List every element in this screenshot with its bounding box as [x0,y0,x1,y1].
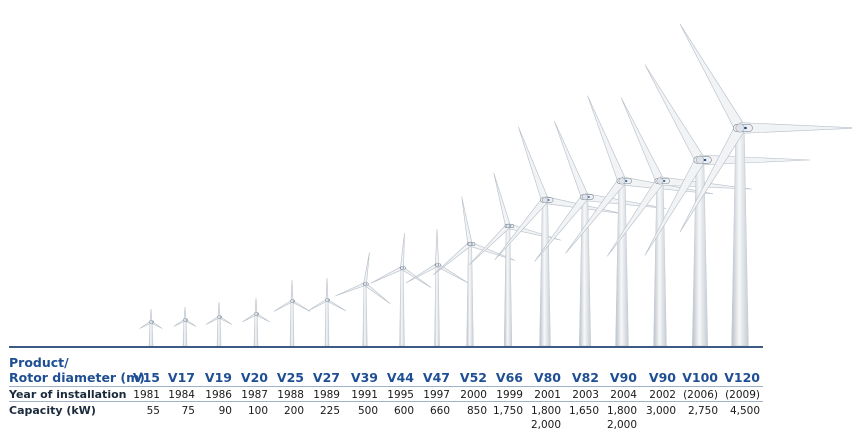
turbine-v52 [433,196,516,347]
turbine-v90 [606,97,752,347]
year-row-label: Year of installation [9,388,127,401]
year-cell: (2006) [683,389,718,401]
capacity-cell: 600 [393,405,414,417]
model-v20: V20 [240,370,268,385]
model-v80: V80 [533,370,561,385]
year-cell: (2009) [725,389,760,401]
year-cell: 1987 [241,389,268,401]
capacity-cell: 2,750 [687,405,718,417]
model-v27: V27 [312,370,340,385]
model-v52: V52 [459,370,487,385]
model-v25: V25 [276,370,304,385]
year-cell: 2002 [649,389,676,401]
year-cell: 2000 [460,389,487,401]
product-label: Product/ [9,355,69,370]
capacity-cell: 55 [146,405,160,417]
turbine-v15 [139,308,163,347]
model-v17: V17 [167,370,195,385]
turbine-v44 [370,233,432,347]
capacity-cell: 1,750 [492,405,523,417]
capacity-cell: 1,800 [606,405,637,417]
capacity-cell: 200 [283,405,304,417]
model-v66: V66 [495,370,523,385]
capacity-cell: 225 [319,405,340,417]
capacity-cell: 660 [429,405,450,417]
turbine-v120 [679,23,852,347]
model-v90: V90 [648,370,676,385]
turbine-v25 [273,279,311,347]
year-cell: 1981 [133,389,160,401]
model-v47: V47 [422,370,450,385]
capacity-cell: 500 [357,405,378,417]
year-cell: 2003 [572,389,599,401]
model-v15: V15 [132,370,160,385]
year-cell: 1999 [496,389,523,401]
rotor-diameter-label: Rotor diameter (m) [9,370,145,385]
year-cell: 1991 [351,389,378,401]
model-v82: V82 [571,370,599,385]
year-cell: 1988 [277,389,304,401]
model-v90: V90 [609,370,637,385]
capacity-cell: 1,800 [530,405,561,417]
capacity-cell: 1,650 [568,405,599,417]
capacity-row-label: Capacity (kW) [9,404,96,417]
capacity-cell: 3,000 [645,405,676,417]
capacity-cell: 850 [466,405,487,417]
capacity-cell: 75 [181,405,195,417]
model-v100: V100 [682,370,718,385]
model-v39: V39 [350,370,378,385]
capacity-cell: 4,500 [729,405,760,417]
model-v120: V120 [724,370,760,385]
turbine-v19 [205,301,233,347]
turbine-v39 [335,252,391,347]
year-rule [9,401,763,402]
year-cell: 1989 [313,389,340,401]
turbine-v80 [494,126,622,347]
year-cell: 2004 [610,389,637,401]
year-cell: 1995 [387,389,414,401]
turbine-v20 [241,297,271,347]
model-v19: V19 [204,370,232,385]
capacity-cell: 90 [218,405,232,417]
year-cell: 1984 [168,389,195,401]
capacity-cell: 100 [247,405,268,417]
year-cell: 1986 [205,389,232,401]
ground-line [9,346,763,348]
turbine-v27 [307,277,347,347]
turbine-v90 [565,95,714,347]
turbine-v17 [173,306,197,347]
turbine-v47 [405,228,469,347]
model-v44: V44 [386,370,414,385]
capacity-cell-alt: 2,000 [606,419,637,431]
header-rule [9,386,763,387]
year-cell: 1997 [423,389,450,401]
capacity-cell-alt: 2,000 [530,419,561,431]
year-cell: 2001 [534,389,561,401]
